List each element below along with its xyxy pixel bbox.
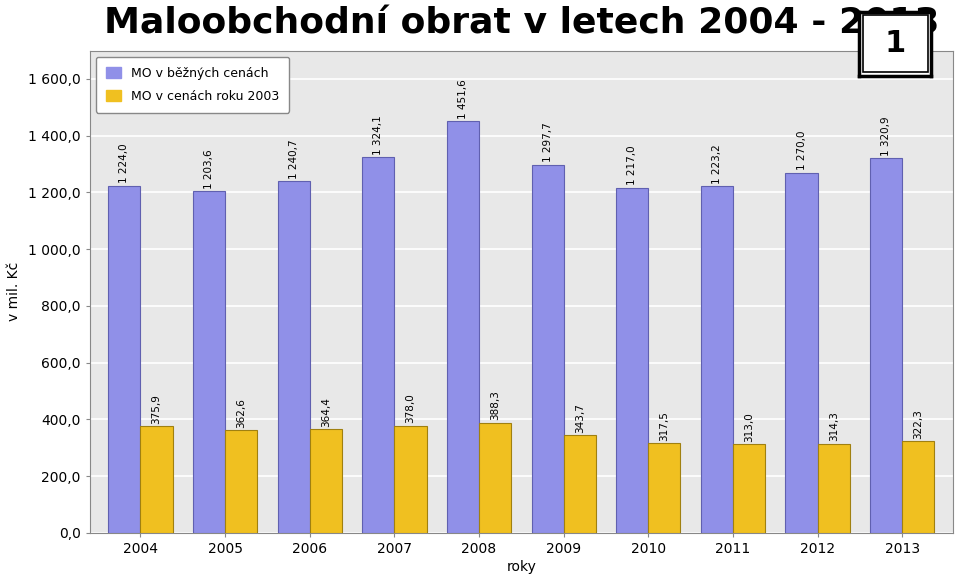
Bar: [395, 426, 426, 533]
Text: 378,0: 378,0: [405, 393, 416, 424]
Y-axis label: v mil. Kč: v mil. Kč: [7, 262, 21, 321]
Bar: [532, 165, 564, 533]
Bar: [564, 435, 596, 533]
Bar: [140, 426, 173, 533]
Text: 1 223,2: 1 223,2: [712, 144, 722, 184]
Text: 343,7: 343,7: [575, 403, 585, 433]
Bar: [362, 157, 395, 533]
Bar: [733, 444, 765, 533]
Text: 1 224,0: 1 224,0: [119, 144, 130, 184]
Text: 1 320,9: 1 320,9: [881, 116, 891, 156]
Legend: MO v běžných cenách, MO v cenách roku 2003: MO v běžných cenách, MO v cenách roku 20…: [96, 57, 289, 113]
Text: 1 297,7: 1 297,7: [542, 123, 553, 163]
Text: 1 203,6: 1 203,6: [204, 149, 214, 189]
Bar: [277, 181, 310, 533]
Text: 362,6: 362,6: [236, 398, 246, 428]
Text: 1 240,7: 1 240,7: [289, 139, 299, 178]
Bar: [870, 158, 902, 533]
Text: 314,3: 314,3: [828, 411, 839, 442]
Text: 375,9: 375,9: [152, 394, 161, 424]
Bar: [479, 423, 512, 533]
Text: 388,3: 388,3: [491, 390, 500, 421]
Text: 317,5: 317,5: [660, 411, 669, 440]
Text: 322,3: 322,3: [913, 409, 924, 439]
Bar: [616, 188, 648, 533]
Text: 1 270,0: 1 270,0: [797, 131, 806, 170]
Bar: [310, 429, 342, 533]
Bar: [193, 191, 225, 533]
Text: 364,4: 364,4: [321, 397, 331, 427]
Text: 1: 1: [884, 29, 906, 58]
Bar: [446, 121, 479, 533]
Bar: [818, 444, 850, 533]
Text: 1 217,0: 1 217,0: [627, 146, 637, 185]
Bar: [648, 443, 681, 533]
Bar: [701, 186, 733, 533]
Title: Maloobchodní obrat v letech 2004 - 2013: Maloobchodní obrat v letech 2004 - 2013: [104, 7, 939, 41]
Bar: [785, 173, 818, 533]
Bar: [225, 430, 257, 533]
Text: 1 451,6: 1 451,6: [458, 79, 468, 119]
Bar: [902, 442, 934, 533]
Text: 313,0: 313,0: [744, 412, 754, 442]
Bar: [108, 186, 140, 533]
Text: 1 324,1: 1 324,1: [373, 115, 383, 155]
X-axis label: roky: roky: [507, 560, 537, 574]
